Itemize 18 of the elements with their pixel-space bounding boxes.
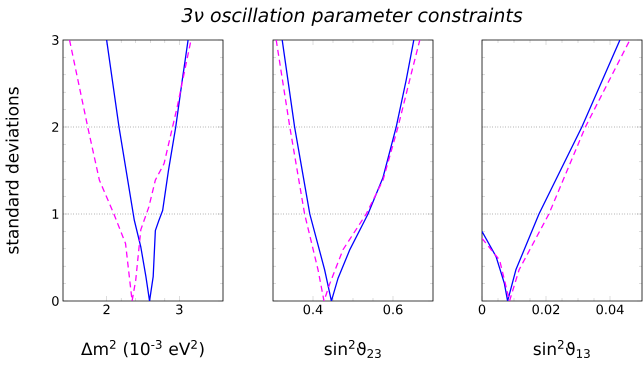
y-tick-label: 2 <box>52 122 58 132</box>
x-tick-label: 0 <box>478 304 486 314</box>
x-tick-label: 0.04 <box>596 304 624 314</box>
line-series <box>68 40 192 301</box>
x-tick-label: 2 <box>103 304 110 314</box>
line-series <box>106 40 189 301</box>
text: 3ν oscillation parameter constraints <box>181 8 522 26</box>
x-tick-label: 0.6 <box>384 304 402 314</box>
x-tick-label: 3 <box>176 304 182 314</box>
x-axis-title: sin$^{2}$ϑ$_{13}$ <box>534 340 590 358</box>
x-axis-title: Δm$^{2}$ (10$^{-3}$ eV$^{2}$) <box>81 340 204 358</box>
y-axis-title: standard deviations <box>6 87 19 254</box>
y-tick-label: 0 <box>52 296 59 306</box>
x-tick-label: 0.4 <box>304 304 323 314</box>
y-tick-label: 1 <box>52 209 58 219</box>
x-tick-label: 0.02 <box>532 304 560 314</box>
x-axis-title: sin$^{2}$ϑ$_{23}$ <box>324 340 381 358</box>
y-tick-label: 3 <box>52 35 58 45</box>
